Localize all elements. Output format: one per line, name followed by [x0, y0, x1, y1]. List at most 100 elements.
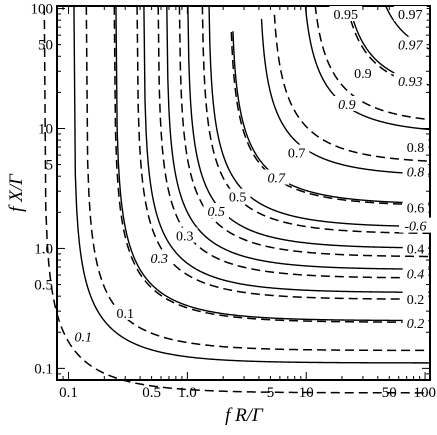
dashed-contour-curve: [314, 5, 431, 121]
y-tick-label: 50: [38, 38, 53, 54]
contour-label-group: 0.5: [224, 188, 251, 206]
contour-label-backing: [402, 314, 429, 330]
contour-label: 0.97: [398, 8, 423, 23]
contour-labels: 0.97 0.95 0.97 0.93 0.9 0.9 0.8 0.8 0.70.7 0.6 -0.…: [70, 6, 432, 345]
contour-label-backing: [283, 144, 310, 160]
contour-label-group: 0.2: [402, 314, 429, 332]
y-tick-label: 100: [31, 2, 54, 18]
dashed-contour-curve: [178, 5, 430, 258]
plot-frame: [56, 5, 431, 381]
x-tick-label: 50: [382, 385, 397, 401]
contour-label-group: 0.97: [393, 6, 427, 23]
contour-label-backing: [402, 163, 429, 179]
dashed-contour-curve: [43, 5, 430, 394]
x-tick-label: 5: [267, 385, 275, 401]
solid-contour-curve: [166, 5, 431, 270]
solid-contour-curve: [73, 5, 430, 364]
contour-label: 0.1: [116, 307, 134, 322]
contour-label-group: 0.2: [402, 290, 429, 308]
contour-label: 0.4: [407, 267, 425, 282]
x-tick-label: 100: [414, 385, 437, 401]
contour-label-backing: [402, 139, 429, 155]
y-tick-label: 5: [46, 158, 54, 174]
contour-label-backing: [393, 72, 427, 88]
contour-label-group: 0.9: [334, 96, 360, 113]
contour-label-group: 0.9: [350, 65, 376, 82]
contour-label-group: 0.7: [283, 144, 310, 162]
contour-label-backing: [399, 217, 432, 233]
contour-label-group: 0.93: [393, 72, 427, 90]
solid-contour-curve: [143, 5, 430, 294]
contour-label: 0.93: [398, 75, 423, 90]
contour-label-group: 0.5: [203, 203, 230, 220]
contour-label-backing: [112, 304, 139, 320]
contour-label-backing: [402, 290, 429, 306]
contour-label-backing: [171, 227, 198, 243]
contour-label-backing: [402, 265, 429, 281]
contour-label: 0.2: [407, 317, 425, 332]
contour-label: 0.6: [407, 201, 425, 216]
solid-contour-curve: [304, 6, 431, 131]
contour-label-group: 0.3: [146, 250, 173, 267]
contour-label-group: 0.8: [402, 163, 429, 180]
contour-label-group: 0.3: [171, 227, 198, 245]
y-tick-label: 10: [38, 121, 53, 137]
dashed-contour-curve: [113, 5, 430, 323]
contour-label: 0.97: [398, 39, 424, 54]
contour-label-backing: [350, 65, 376, 81]
contour-label-backing: [146, 250, 173, 266]
y-axis-label: f X/Γ: [6, 173, 27, 212]
x-tick-label: 0.1: [59, 385, 78, 401]
solid-contour-curve: [115, 5, 431, 322]
contour-label-backing: [263, 169, 290, 185]
contour-label: 0.9: [338, 98, 356, 113]
contour-label: 0.9: [354, 67, 372, 82]
contour-label: 0.8: [407, 141, 425, 156]
contour-label: 0.95: [333, 8, 358, 23]
contour-label: 0.1: [74, 330, 92, 345]
contour-label-group: 0.8: [402, 139, 429, 156]
contour-label-group: 0.6: [402, 199, 429, 216]
contour-label-backing: [393, 6, 427, 22]
dashed-contour-curve: [136, 5, 431, 300]
contour-label: 0.5: [229, 191, 247, 206]
x-tick-label: 10: [299, 385, 314, 401]
solid-contour-curve: [260, 18, 431, 175]
contour-label-group: 0.1: [112, 304, 139, 322]
contour-label-backing: [224, 188, 251, 204]
x-tick-label: 1.0: [178, 385, 197, 401]
contour-label: 0.5: [208, 205, 226, 220]
y-tick-label: 1.0: [34, 241, 53, 257]
y-tick-label: 0.1: [34, 361, 53, 377]
contour-label-group: 0.7: [263, 169, 290, 187]
contour-label-backing: [329, 6, 363, 22]
contour-label: 0.2: [407, 293, 425, 308]
contour-label-backing: [402, 199, 429, 215]
y-tick-label: 0.5: [34, 278, 53, 294]
contour-label-backing: [402, 240, 429, 256]
dashed-contour-curve: [273, 14, 431, 162]
contour-label: 0.3: [176, 230, 194, 245]
contour-label-group: 0.4: [402, 265, 429, 282]
x-axis-label: f R/Γ: [225, 405, 264, 426]
solid-contour-curve: [232, 31, 431, 204]
dashed-contour-curve: [157, 5, 430, 279]
contour-label: 0.4: [407, 242, 425, 257]
contour-label: 0.7: [268, 172, 287, 187]
contour-label-group: 0.97: [393, 36, 427, 54]
contour-label-group: 0.95: [329, 6, 363, 23]
contour-label-group: 0.1: [70, 328, 97, 345]
contour-label-backing: [70, 328, 97, 344]
x-tick-label: 0.5: [142, 385, 161, 401]
contour-label-backing: [203, 203, 230, 219]
contour-label: -0.6: [404, 220, 426, 235]
contour-label: 0.7: [288, 147, 306, 162]
contour-label: 0.8: [407, 165, 425, 180]
contour-label: 0.3: [151, 252, 169, 267]
contour-label-group: 0.4: [402, 240, 429, 257]
dashed-contour-curve: [85, 5, 430, 352]
dashed-contour-curve: [230, 32, 431, 206]
contour-label-backing: [334, 96, 360, 112]
